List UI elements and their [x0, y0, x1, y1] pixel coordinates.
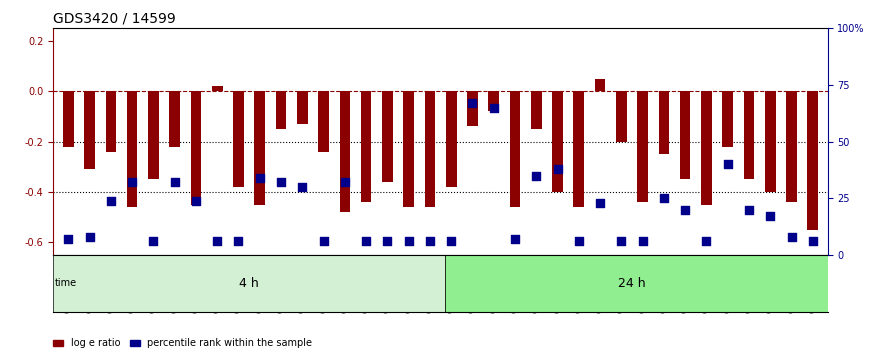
Bar	[616, 91, 627, 142]
Bar	[807, 91, 818, 230]
Text: GDS3420 / 14599: GDS3420 / 14599	[53, 12, 176, 26]
Bar	[276, 91, 287, 129]
Bar	[339, 91, 350, 212]
Bar	[680, 91, 691, 179]
Bar	[723, 91, 733, 147]
Point	[784, 234, 798, 240]
Bar	[169, 91, 180, 147]
Point	[593, 200, 607, 206]
Bar	[382, 91, 392, 182]
Bar	[510, 91, 521, 207]
Bar	[425, 91, 435, 207]
Bar	[63, 91, 74, 147]
Point	[337, 179, 352, 185]
Text: 24 h: 24 h	[619, 277, 646, 290]
Bar	[637, 91, 648, 202]
Point	[550, 166, 564, 172]
Bar	[595, 79, 605, 91]
Point	[295, 184, 310, 190]
Point	[125, 179, 139, 185]
Point	[742, 207, 756, 212]
Point	[614, 239, 628, 244]
Bar	[403, 91, 414, 207]
Bar	[106, 91, 117, 152]
Bar	[446, 91, 457, 187]
Point	[167, 179, 182, 185]
Bar	[233, 91, 244, 187]
Bar	[212, 86, 222, 91]
Point	[721, 161, 735, 167]
FancyBboxPatch shape	[53, 255, 445, 312]
Bar	[255, 91, 265, 205]
Point	[805, 239, 820, 244]
Bar	[467, 91, 478, 126]
Bar	[85, 91, 95, 169]
Point	[210, 239, 224, 244]
Point	[571, 239, 586, 244]
Point	[444, 239, 458, 244]
Bar	[126, 91, 137, 207]
Point	[359, 239, 373, 244]
Bar	[531, 91, 542, 129]
Bar	[190, 91, 201, 205]
Bar	[573, 91, 584, 207]
Point	[104, 198, 118, 203]
Legend: log e ratio, percentile rank within the sample: log e ratio, percentile rank within the …	[49, 335, 316, 352]
Point	[530, 173, 544, 178]
Point	[380, 239, 394, 244]
Bar	[659, 91, 669, 154]
Bar	[744, 91, 755, 179]
Point	[508, 236, 522, 242]
Point	[61, 236, 76, 242]
Bar	[148, 91, 158, 179]
Point	[635, 239, 650, 244]
Point	[763, 213, 777, 219]
Bar	[786, 91, 797, 202]
Point	[189, 198, 203, 203]
Bar	[319, 91, 329, 152]
Bar	[552, 91, 562, 192]
Point	[317, 239, 331, 244]
Point	[253, 175, 267, 181]
Point	[423, 239, 437, 244]
FancyBboxPatch shape	[445, 255, 828, 312]
Point	[465, 100, 480, 106]
Point	[401, 239, 416, 244]
Point	[700, 239, 714, 244]
Point	[487, 105, 501, 110]
Text: 4 h: 4 h	[239, 277, 259, 290]
Point	[657, 195, 671, 201]
Bar	[489, 91, 499, 112]
Point	[83, 234, 97, 240]
Point	[231, 239, 246, 244]
Point	[146, 239, 160, 244]
Bar	[297, 91, 308, 124]
Point	[678, 207, 692, 212]
Text: time: time	[54, 278, 77, 288]
Bar	[701, 91, 712, 205]
Bar	[360, 91, 371, 202]
Bar	[765, 91, 775, 192]
Point	[274, 179, 288, 185]
